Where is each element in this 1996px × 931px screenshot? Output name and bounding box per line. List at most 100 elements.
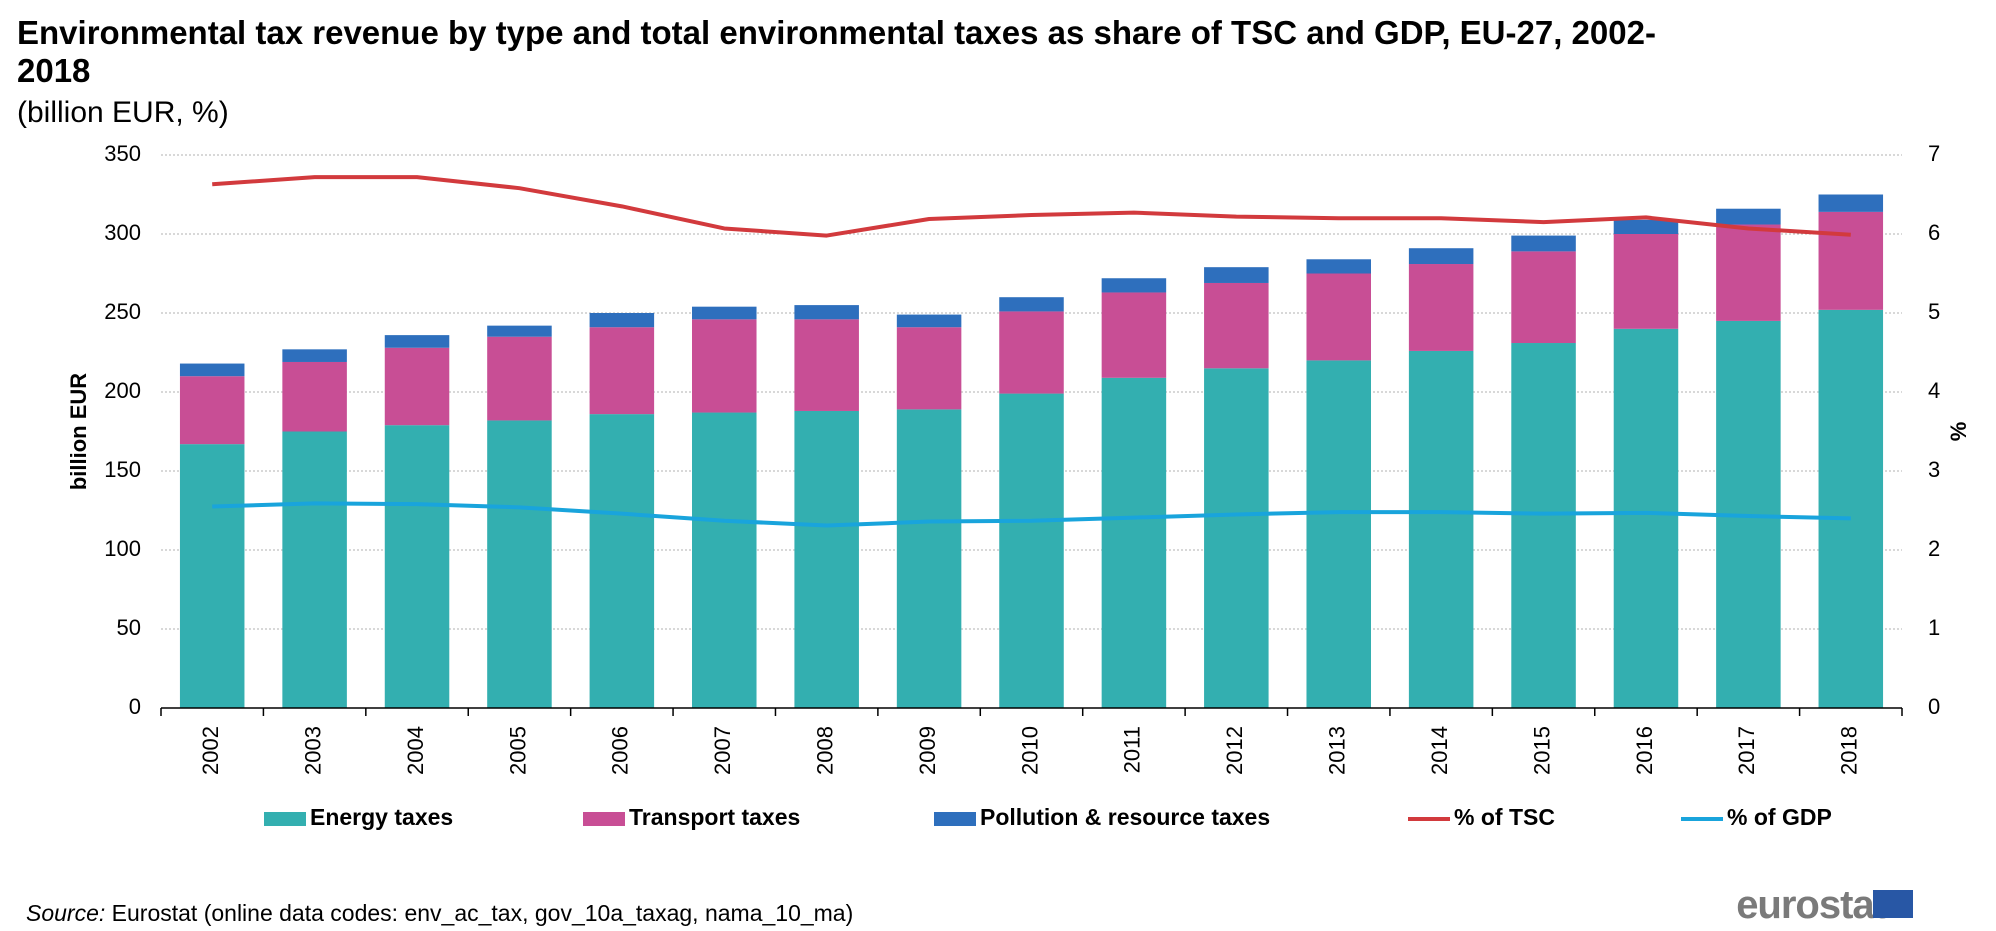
x-tick-label: 2008 xyxy=(812,726,837,775)
x-tick-label: 2002 xyxy=(198,726,223,775)
y-tick-label: 300 xyxy=(104,220,141,245)
y2-tick-label: 2 xyxy=(1928,536,1940,561)
y-tick-label: 350 xyxy=(104,141,141,166)
chart-title: Environmental tax revenue by type and to… xyxy=(17,14,1656,89)
bar-segment xyxy=(794,410,859,708)
logo-flag xyxy=(1873,890,1913,918)
bar-segment xyxy=(1511,251,1576,344)
y2-tick-label: 5 xyxy=(1928,299,1940,324)
bar-segment xyxy=(1408,350,1474,708)
x-tick-label: 2013 xyxy=(1325,726,1350,775)
logo: eurostat xyxy=(1736,883,1887,927)
bar-segment xyxy=(384,425,450,708)
bar-segment xyxy=(487,420,552,708)
y2-tick-label: 3 xyxy=(1928,457,1940,482)
bar-segment xyxy=(1818,194,1884,212)
bar-segment xyxy=(487,336,552,421)
y2-tick-label: 1 xyxy=(1928,615,1940,640)
bar-segment xyxy=(179,363,245,377)
bar-segment xyxy=(1204,267,1269,283)
legend-label: Energy taxes xyxy=(310,804,453,830)
bar-segment xyxy=(896,314,962,328)
x-tick-label: 2007 xyxy=(710,726,735,775)
x-tick-label: 2011 xyxy=(1120,726,1145,773)
x-tick-label: 2016 xyxy=(1632,726,1657,775)
bar-segment xyxy=(589,414,655,708)
bar-segment xyxy=(1408,264,1474,351)
x-tick-label: 2003 xyxy=(300,726,325,775)
bar-segment xyxy=(999,311,1064,394)
x-tick-label: 2017 xyxy=(1734,726,1759,775)
x-tick-label: 2012 xyxy=(1222,726,1247,775)
bar-segment xyxy=(1511,343,1576,708)
line-series xyxy=(212,501,1851,528)
legend-swatch xyxy=(583,812,625,826)
bar-segment xyxy=(384,335,450,348)
bar-segment xyxy=(179,444,245,708)
line-series xyxy=(212,175,1851,238)
x-tick-label: 2010 xyxy=(1017,726,1042,775)
x-tick-label: 2009 xyxy=(915,726,940,775)
y-axis-title: billion EUR xyxy=(66,373,91,490)
bar-segment xyxy=(487,325,552,337)
bar-segment xyxy=(1204,282,1269,369)
x-tick-label: 2018 xyxy=(1837,726,1862,775)
y-tick-label: 0 xyxy=(129,694,141,719)
y-tick-label: 50 xyxy=(117,615,141,640)
bar-segment xyxy=(999,393,1064,708)
bar-segment xyxy=(692,306,757,320)
bar-segment xyxy=(1613,328,1679,708)
y-tick-label: 100 xyxy=(104,536,141,561)
y2-axis-title: % xyxy=(1946,422,1971,442)
x-tick-label: 2014 xyxy=(1427,726,1452,775)
bar-segment xyxy=(1511,235,1576,252)
x-tick-label: 2004 xyxy=(403,726,428,775)
bar-segment xyxy=(692,412,757,708)
source-note: Source: Eurostat (online data codes: env… xyxy=(26,900,853,927)
bar-segment xyxy=(1204,368,1269,708)
legend-label: % of GDP xyxy=(1727,804,1832,830)
y-tick-label: 250 xyxy=(104,299,141,324)
x-tick-label: 2015 xyxy=(1529,726,1554,775)
chart-subtitle: (billion EUR, %) xyxy=(17,96,229,129)
bar-segment xyxy=(1818,211,1884,310)
bar-segment xyxy=(1716,224,1781,321)
bar-segment xyxy=(999,297,1064,312)
bar-segment xyxy=(384,347,450,426)
bar-segment xyxy=(794,305,859,320)
y-tick-label: 200 xyxy=(104,378,141,403)
bar-segment xyxy=(179,376,245,445)
y2-tick-label: 4 xyxy=(1928,378,1940,403)
bar-segment xyxy=(1613,234,1679,329)
bar-segment xyxy=(794,319,859,411)
x-tick-label: 2005 xyxy=(505,726,530,775)
bar-segment xyxy=(1101,377,1167,708)
y2-tick-label: 0 xyxy=(1928,694,1940,719)
bar-segment xyxy=(282,349,347,362)
source-text: Eurostat (online data codes: env_ac_tax,… xyxy=(111,900,854,926)
chart: 0 50 100 150 200 250 300 350 0 1 2 3 4 5 6 7 billion EUR… xyxy=(66,141,1971,830)
bar-segment xyxy=(1306,273,1371,361)
bar-segment xyxy=(1101,278,1167,293)
bar-segment xyxy=(589,327,655,415)
bar-segment xyxy=(1101,292,1167,378)
legend-swatch xyxy=(264,812,306,826)
y2-tick-label: 6 xyxy=(1928,220,1940,245)
legend-swatch xyxy=(934,812,976,826)
bar-segment xyxy=(1818,309,1884,708)
legend-label: Transport taxes xyxy=(629,804,800,830)
bar-segment xyxy=(1408,248,1474,265)
bar-segment xyxy=(282,431,347,708)
bar-segment xyxy=(1613,219,1679,234)
legend-label: Pollution & resource taxes xyxy=(980,804,1270,830)
bar-segment xyxy=(896,409,962,708)
legend-label: % of TSC xyxy=(1454,804,1555,830)
bar-segment xyxy=(1306,259,1371,274)
bar-segment xyxy=(282,361,347,432)
bar-segment xyxy=(692,319,757,413)
bar-segment xyxy=(896,327,962,410)
y2-tick-label: 7 xyxy=(1928,141,1940,166)
bar-segment xyxy=(589,313,655,328)
bar-segment xyxy=(1716,208,1781,225)
